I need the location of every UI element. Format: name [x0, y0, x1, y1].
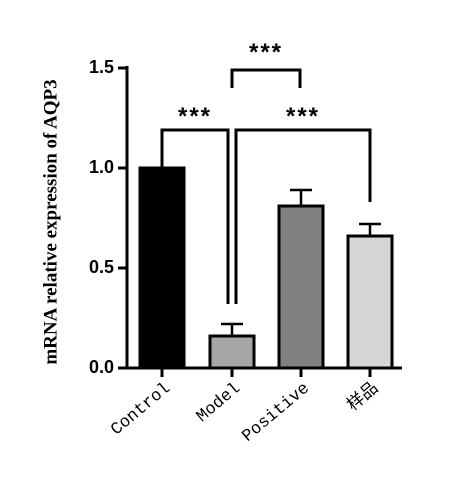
y-tick-label: 1.0: [89, 157, 114, 177]
bar: [277, 204, 325, 370]
bar: [208, 334, 256, 370]
x-tick-label: 样品: [343, 378, 383, 416]
y-axis-label: mRNA relative expression of AQP3: [40, 79, 61, 364]
significance-bracket: [160, 128, 230, 304]
bar: [346, 234, 394, 370]
y-tick-label: 0.5: [89, 257, 114, 277]
y-tick-label: 0.0: [89, 357, 114, 377]
significance-label: ***: [286, 103, 320, 130]
x-tick-label: Model: [193, 379, 244, 426]
y-tick-label: 1.5: [89, 57, 114, 77]
x-tick-label: Positive: [239, 379, 314, 446]
x-tick-label: Control: [108, 379, 175, 439]
bar: [138, 166, 186, 370]
significance-label: ***: [178, 103, 212, 130]
significance-label: ***: [249, 39, 283, 66]
significance-bracket: [230, 68, 302, 88]
significance-bracket: [234, 128, 372, 304]
